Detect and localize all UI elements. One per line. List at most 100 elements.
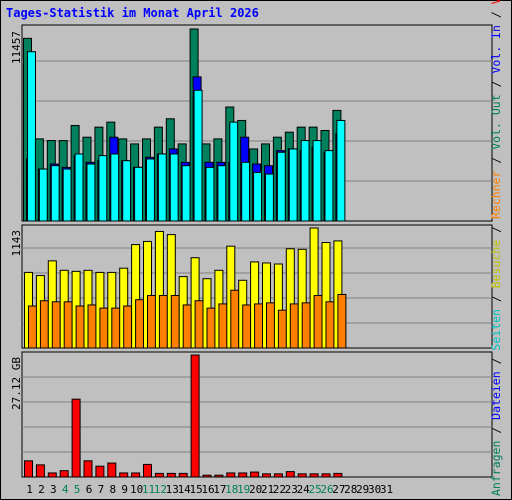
day-label-9: 9 [121,483,128,496]
day-label-15: 15 [189,483,202,496]
bar-volumen-day-8 [107,462,117,478]
bar-volumen-day-22 [273,473,283,478]
day-label-16: 16 [201,483,214,496]
legend-segment: Besuche [489,240,503,289]
day-label-17: 17 [213,483,226,496]
bar-volumen-day-5 [71,398,81,478]
bar-rechner-day-15 [194,300,204,349]
day-label-2: 2 [38,483,45,496]
bar-seiten-day-1 [27,51,36,222]
day-label-31: 31 [380,483,393,496]
legend-segment: / [489,74,503,95]
day-label-25: 25 [308,483,321,496]
bar-seiten-day-10 [134,166,144,222]
day-label-8: 8 [109,483,116,496]
bar-volumen-day-17 [214,474,224,478]
bar-rechner-day-14 [182,304,192,349]
bar-rechner-day-10 [135,299,145,349]
day-label-27: 27 [332,483,345,496]
day-label-7: 7 [98,483,105,496]
bar-rechner-day-16 [206,307,216,349]
bar-seiten-day-21 [265,173,274,222]
bar-seiten-day-25 [312,140,322,222]
bar-seiten-day-5 [74,153,84,222]
bar-rechner-day-26 [325,301,335,349]
bar-seiten-day-4 [62,168,72,222]
day-label-20: 20 [249,483,262,496]
legend-segment: Volumen [489,0,503,4]
bar-rechner-day-22 [277,309,287,349]
bar-seiten-day-6 [86,163,96,222]
bar-volumen-day-9 [119,472,129,478]
chart-panels: 11457 1143 27.12 GB [10,24,493,478]
legend-segment: Seiten [489,309,503,351]
day-label-4: 4 [62,483,69,496]
bar-seiten-day-8 [110,153,120,222]
bar-seiten-day-27 [336,119,346,222]
bar-seiten-day-17 [217,165,227,222]
bar-rechner-day-6 [87,304,97,349]
legend-segment: / [489,288,503,309]
day-label-22: 22 [273,483,286,496]
legend-segment: / [489,219,503,240]
day-label-13: 13 [166,483,179,496]
legend-segment: Vol. In [489,25,503,73]
bar-seiten-day-18 [229,121,239,222]
panel-bottom: 27.12 GB [10,351,493,478]
bar-rechner-day-7 [99,307,109,349]
day-label-19: 19 [237,483,250,496]
bar-volumen-day-11 [143,463,152,478]
x-axis-day-labels: 1 2 3 4 5 6 7 8 9 1011121314151617181920212223242… [26,483,393,496]
day-label-28: 28 [344,483,357,496]
bar-volumen-day-3 [47,472,57,478]
bar-volumen-day-21 [262,473,271,478]
bar-volumen-day-27 [333,472,343,478]
bar-rechner-day-11 [147,295,156,349]
bar-volumen-day-23 [285,471,295,478]
bar-rechner-day-24 [301,302,311,349]
bar-volumen-day-12 [154,472,164,478]
bar-volumen-day-15 [190,354,200,478]
bar-volumen-day-14 [178,472,188,478]
bar-seiten-day-11 [146,158,155,222]
bar-seiten-day-14 [181,165,191,222]
bar-rechner-day-9 [123,305,133,349]
bar-seiten-day-22 [276,151,286,222]
bar-rechner-day-8 [111,307,121,349]
bar-rechner-day-12 [158,295,168,349]
bar-volumen-day-13 [166,472,176,478]
bar-volumen-day-7 [95,465,105,478]
bar-rechner-day-5 [75,305,85,349]
chart-title: Tages-Statistik im Monat April 2026 [6,6,259,20]
bar-rechner-day-25 [313,295,323,349]
bar-volumen-day-4 [59,470,69,478]
bar-seiten-day-9 [122,160,132,222]
bar-volumen-day-2 [35,464,45,478]
legend-segment: / [489,4,503,25]
panel-max-label: 11457 [10,31,23,64]
bar-rechner-day-13 [170,295,180,349]
day-label-3: 3 [50,483,57,496]
bar-seiten-day-15 [193,89,203,222]
bar-volumen-day-6 [83,460,93,478]
bar-volumen-day-25 [309,473,319,478]
legend-segment: / [489,150,503,171]
bar-volumen-day-10 [131,472,141,478]
bar-seiten-day-16 [205,166,215,222]
right-legend: Anfragen / Dateien / Seiten / Besuche / … [489,0,503,496]
day-label-24: 24 [297,483,311,496]
day-label-18: 18 [225,483,238,496]
legend-segment: Anfragen [489,441,503,496]
legend-segment: Rechner [489,170,503,219]
bar-volumen-day-24 [297,473,307,478]
bar-volumen-day-19 [238,472,248,478]
bar-seiten-day-12 [157,153,167,222]
day-label-26: 26 [320,483,333,496]
bar-seiten-day-24 [300,140,310,222]
bar-rechner-day-17 [218,303,228,349]
legend-segment: Vol. Out [489,94,503,149]
panel-max-label: 1143 [10,230,23,257]
bar-seiten-day-23 [288,148,298,222]
bar-rechner-day-23 [289,303,299,349]
